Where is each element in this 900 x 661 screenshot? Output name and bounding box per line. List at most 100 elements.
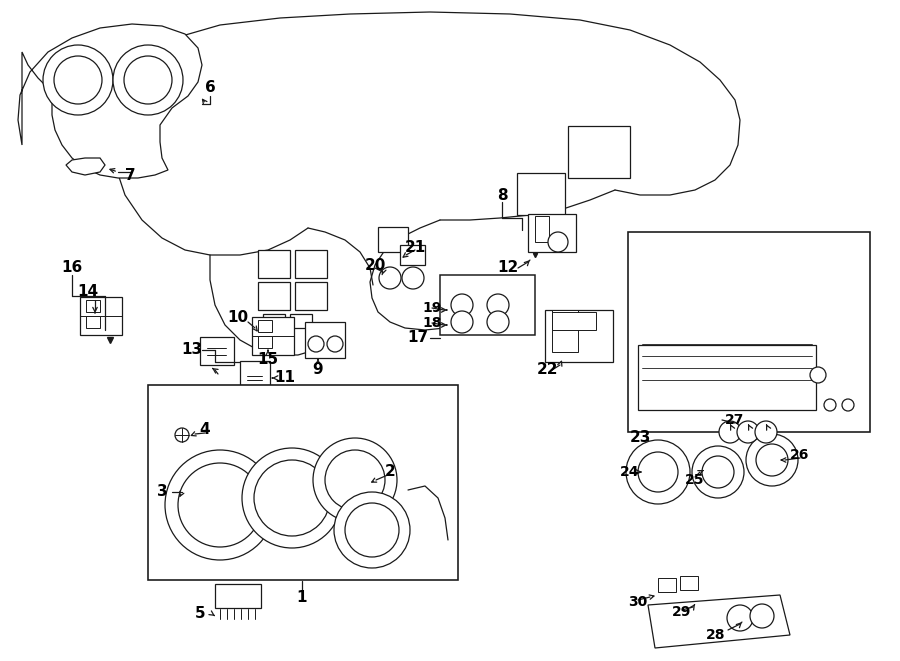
Circle shape [327,336,343,352]
Circle shape [334,492,410,568]
Bar [552,312,596,330]
Text: 23: 23 [629,430,651,446]
Text: 11: 11 [274,371,295,385]
Text: 6: 6 [204,81,215,95]
Circle shape [702,456,734,488]
Bar [258,320,272,332]
Circle shape [626,440,690,504]
Circle shape [379,267,401,289]
Bar [263,314,285,328]
Polygon shape [66,158,105,175]
Circle shape [487,294,509,316]
Bar [215,584,261,608]
Circle shape [451,311,473,333]
Circle shape [755,421,777,443]
Bar [568,126,630,178]
Bar [258,250,290,278]
Text: 13: 13 [182,342,202,358]
Text: 16: 16 [61,260,83,276]
Text: 3: 3 [157,485,167,500]
Circle shape [308,336,324,352]
Circle shape [750,604,774,628]
Text: 4: 4 [200,422,211,438]
Text: 17: 17 [408,330,428,346]
Circle shape [746,434,798,486]
Text: 18: 18 [422,316,442,330]
Bar [638,345,816,410]
Circle shape [719,421,741,443]
Bar [252,317,294,355]
Text: 22: 22 [537,362,559,377]
Bar [290,314,312,328]
Text: 10: 10 [228,311,248,325]
Text: 25: 25 [685,473,705,487]
Text: 28: 28 [706,628,725,642]
Polygon shape [18,24,202,178]
Text: 9: 9 [312,362,323,377]
Circle shape [638,452,678,492]
Bar [240,361,270,385]
Circle shape [165,450,275,560]
Text: 5: 5 [194,607,205,621]
Circle shape [402,267,424,289]
Text: 20: 20 [364,258,386,272]
Circle shape [325,450,385,510]
Text: 27: 27 [725,413,744,427]
Text: 1: 1 [297,590,307,605]
Bar [86,300,100,312]
Bar [295,282,327,310]
Circle shape [737,421,759,443]
Circle shape [487,311,509,333]
Bar [258,336,272,348]
Text: 12: 12 [498,260,518,276]
Bar [680,576,698,590]
Circle shape [242,448,342,548]
Text: 26: 26 [790,448,810,462]
Circle shape [124,56,172,104]
Text: 21: 21 [404,241,426,256]
Text: 30: 30 [628,595,648,609]
Bar [295,250,327,278]
Bar [528,214,576,252]
Circle shape [842,399,854,411]
Text: 14: 14 [77,284,99,299]
Circle shape [692,446,744,498]
Circle shape [113,45,183,115]
Circle shape [824,399,836,411]
Circle shape [313,438,397,522]
Circle shape [43,45,113,115]
Circle shape [54,56,102,104]
Text: 24: 24 [620,465,640,479]
Circle shape [756,444,788,476]
Text: 8: 8 [497,188,508,202]
Bar [552,310,578,352]
Text: 29: 29 [672,605,692,619]
Text: 2: 2 [384,465,395,479]
Bar [400,245,425,265]
Bar [305,322,345,358]
Circle shape [175,428,189,442]
Polygon shape [648,595,790,648]
Bar [628,232,870,432]
Bar [148,385,458,580]
Bar [517,173,565,215]
Text: 19: 19 [422,301,442,315]
Bar [258,282,290,310]
Bar [440,275,535,335]
Text: 15: 15 [257,352,279,368]
Bar [658,578,676,592]
Circle shape [345,503,399,557]
Bar [545,310,613,362]
Bar [378,227,408,252]
Circle shape [451,294,473,316]
Bar [86,316,100,328]
Circle shape [548,232,568,252]
Bar [535,216,549,242]
Bar [200,337,234,365]
Circle shape [810,367,826,383]
Circle shape [178,463,262,547]
Text: 7: 7 [125,167,135,182]
Circle shape [254,460,330,536]
Bar [80,297,122,335]
Circle shape [727,605,753,631]
